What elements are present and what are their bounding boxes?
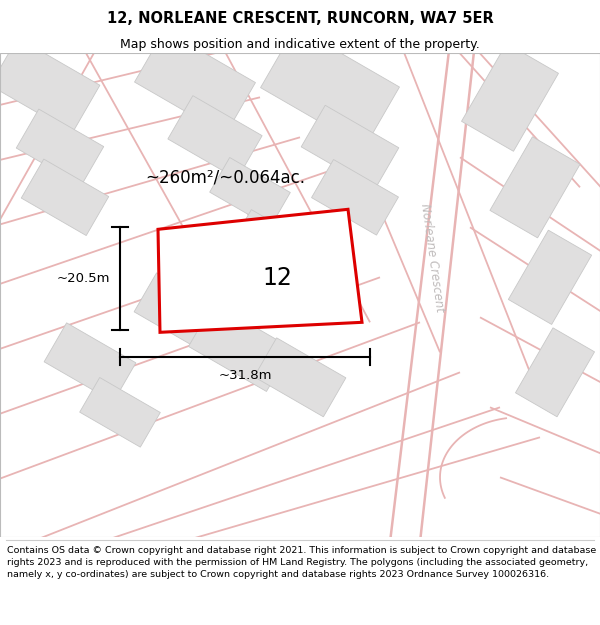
Polygon shape [490,137,580,238]
Text: 12, NORLEANE CRESCENT, RUNCORN, WA7 5ER: 12, NORLEANE CRESCENT, RUNCORN, WA7 5ER [107,11,493,26]
Text: Norleane Crescent: Norleane Crescent [418,202,446,312]
Polygon shape [311,159,398,235]
Polygon shape [209,158,290,227]
Polygon shape [301,105,399,189]
Text: 12: 12 [262,266,292,290]
Polygon shape [188,303,292,391]
Polygon shape [508,230,592,324]
Polygon shape [461,43,559,151]
Text: ~260m²/~0.064ac.: ~260m²/~0.064ac. [145,168,305,186]
Polygon shape [134,30,256,134]
Text: ~20.5m: ~20.5m [56,272,110,285]
Polygon shape [158,209,362,332]
Polygon shape [80,378,160,447]
Text: ~31.8m: ~31.8m [218,369,272,382]
Polygon shape [44,323,136,402]
Polygon shape [260,27,400,148]
Polygon shape [168,96,262,179]
Polygon shape [232,209,308,275]
Polygon shape [515,328,595,417]
Polygon shape [16,109,104,186]
Polygon shape [21,159,109,236]
Polygon shape [254,338,346,417]
Polygon shape [134,273,226,352]
Polygon shape [0,38,100,133]
Text: Contains OS data © Crown copyright and database right 2021. This information is : Contains OS data © Crown copyright and d… [7,546,596,579]
Text: Map shows position and indicative extent of the property.: Map shows position and indicative extent… [120,38,480,51]
